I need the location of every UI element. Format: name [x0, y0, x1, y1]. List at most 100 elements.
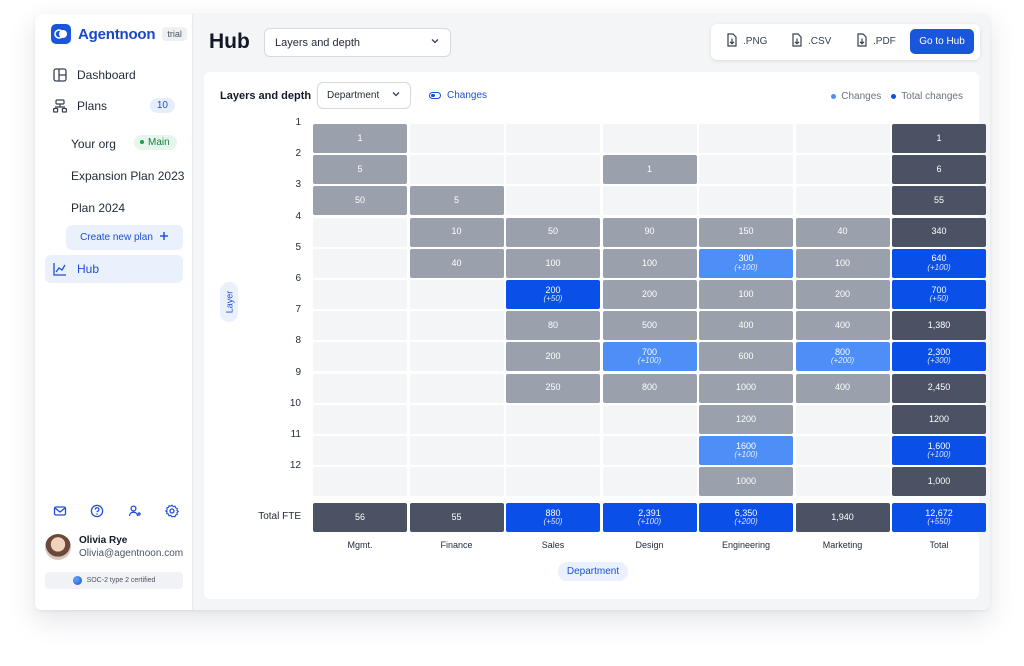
- heatmap-cell[interactable]: 640 (+100): [892, 248, 986, 278]
- heatmap-cell[interactable]: 1,600 (+100): [892, 436, 986, 465]
- sidebar-item-expansion-plan[interactable]: Expansion Plan 2023: [71, 169, 185, 183]
- heatmap-cell[interactable]: 100: [699, 280, 793, 309]
- heatmap-cell[interactable]: 400: [795, 311, 890, 341]
- heatmap-cell[interactable]: 880 (+50): [506, 503, 600, 533]
- brand[interactable]: Agentnoon trial: [51, 24, 187, 44]
- layers-panel: Layers and depth Department Changes Chan…: [204, 72, 986, 599]
- heatmap-cell[interactable]: 5: [313, 155, 407, 185]
- heatmap-cell: [795, 155, 890, 185]
- heatmap-cell[interactable]: 55: [892, 186, 986, 216]
- sidebar-item-your-org[interactable]: Your org: [71, 137, 116, 151]
- row-label: 10: [289, 397, 301, 409]
- legend-label: Changes: [841, 91, 882, 102]
- export-pdf-button[interactable]: .PDF: [856, 33, 896, 50]
- heatmap-cell[interactable]: 800 (+200): [795, 342, 890, 372]
- heatmap-cell[interactable]: 1000: [699, 373, 793, 403]
- heatmap-cell[interactable]: 6,350 (+200): [699, 503, 793, 533]
- heatmap-cell[interactable]: 400: [795, 373, 890, 403]
- heatmap-cell: [409, 404, 504, 434]
- cell-value: 400: [738, 319, 754, 330]
- heatmap-cell[interactable]: 700 (+50): [892, 280, 986, 309]
- export-png-button[interactable]: .PNG: [726, 33, 767, 50]
- heatmap-cell[interactable]: 800: [602, 373, 697, 403]
- export-csv-button[interactable]: .CSV: [791, 33, 831, 50]
- view-select[interactable]: Layers and depth: [264, 28, 451, 57]
- add-user-icon[interactable]: [127, 503, 143, 519]
- settings-icon[interactable]: [164, 503, 180, 519]
- heatmap-cell[interactable]: 200 (+50): [506, 280, 600, 309]
- heatmap-cell[interactable]: 600: [699, 342, 793, 372]
- heatmap-cell[interactable]: 1000: [699, 467, 793, 497]
- cell-value: 50: [547, 226, 558, 237]
- group-by-value: Department: [327, 90, 380, 101]
- heatmap-cell[interactable]: 200: [602, 280, 697, 309]
- cell-value: 50: [354, 195, 365, 206]
- sidebar-item-plan-2024[interactable]: Plan 2024: [71, 201, 126, 215]
- cell-value: 250: [545, 382, 561, 393]
- heatmap-cell[interactable]: 55: [409, 503, 504, 533]
- cell-value: 400: [834, 319, 851, 330]
- heatmap-cell[interactable]: 1,940: [795, 503, 890, 533]
- heatmap-cell[interactable]: 1: [313, 124, 407, 153]
- heatmap-cell[interactable]: 200: [506, 342, 600, 372]
- heatmap-cell[interactable]: 300 (+100): [699, 248, 793, 278]
- legend-item-changes: Changes: [831, 91, 881, 102]
- heatmap-cell[interactable]: 500: [602, 311, 697, 341]
- heatmap-cell[interactable]: 2,450: [892, 373, 986, 403]
- help-icon[interactable]: [89, 503, 105, 519]
- heatmap-cell[interactable]: 50: [313, 186, 407, 216]
- heatmap-cell[interactable]: 1: [602, 155, 697, 185]
- heatmap-cell[interactable]: 700 (+100): [602, 342, 697, 372]
- group-by-select[interactable]: Department: [317, 82, 411, 109]
- mail-icon[interactable]: [52, 503, 68, 519]
- heatmap-cell[interactable]: 1200: [892, 404, 986, 434]
- go-to-hub-button[interactable]: Go to Hub: [910, 29, 974, 54]
- user-profile[interactable]: Olivia Rye Olivia@agentnoon.com: [45, 534, 183, 560]
- main-badge: Main: [134, 135, 177, 150]
- cell-value: 1,600: [927, 440, 951, 451]
- heatmap-cell[interactable]: 1,380: [892, 311, 986, 341]
- heatmap-cell: [795, 124, 890, 153]
- heatmap-cell[interactable]: 2,300 (+300): [892, 342, 986, 372]
- cell-value: 1: [646, 163, 652, 174]
- create-plan-button[interactable]: Create new plan: [66, 225, 183, 250]
- heatmap-cell[interactable]: 340: [892, 217, 986, 247]
- column-label: Design: [635, 540, 664, 550]
- heatmap-cell[interactable]: 80: [506, 311, 600, 341]
- heatmap-cell[interactable]: 1,000: [892, 467, 986, 497]
- heatmap-cell[interactable]: 56: [313, 503, 407, 533]
- heatmap-cell[interactable]: 100: [506, 248, 600, 278]
- status-dot-icon: [140, 140, 144, 145]
- heatmap-cell[interactable]: 400: [699, 311, 793, 341]
- cell-change: (+50): [543, 294, 563, 304]
- heatmap-cell[interactable]: 50: [506, 217, 600, 247]
- cell-value: 1: [357, 132, 363, 143]
- changes-toggle[interactable]: Changes: [429, 90, 487, 101]
- heatmap-cell[interactable]: 150: [699, 217, 793, 247]
- plans-count-badge: 10: [149, 98, 175, 113]
- heatmap-cell: [409, 155, 504, 185]
- download-file-icon: [791, 33, 803, 50]
- cell-value: 1,940: [831, 512, 854, 523]
- heatmap-cell[interactable]: 40: [409, 248, 504, 278]
- heatmap-cell[interactable]: 1: [892, 124, 986, 153]
- heatmap-cell[interactable]: 250: [506, 373, 600, 403]
- heatmap-cell[interactable]: 1600 (+100): [699, 436, 793, 465]
- heatmap-cell[interactable]: 12,672 (+550): [892, 503, 986, 533]
- heatmap-cell[interactable]: 6: [892, 155, 986, 185]
- sidebar-item-plans[interactable]: Plans 10: [45, 92, 183, 120]
- heatmap-cell[interactable]: 100: [795, 248, 890, 278]
- heatmap-cell[interactable]: 10: [409, 217, 504, 247]
- heatmap-cell[interactable]: 200: [795, 280, 890, 309]
- heatmap-cell[interactable]: 100: [602, 248, 697, 278]
- heatmap-cell[interactable]: 5: [409, 186, 504, 216]
- heatmap-cell[interactable]: 90: [602, 217, 697, 247]
- sidebar-item-dashboard[interactable]: Dashboard: [45, 61, 183, 89]
- heatmap-cell[interactable]: 2,391 (+100): [602, 503, 697, 533]
- sidebar-item-hub[interactable]: Hub: [45, 255, 183, 283]
- row-label: 4: [295, 210, 301, 222]
- sidebar: Agentnoon trial Dashboard Plans 10 Your …: [35, 14, 193, 610]
- heatmap-cell[interactable]: 40: [795, 217, 890, 247]
- heatmap-cell[interactable]: 1200: [699, 404, 793, 434]
- user-email: Olivia@agentnoon.com: [79, 548, 184, 559]
